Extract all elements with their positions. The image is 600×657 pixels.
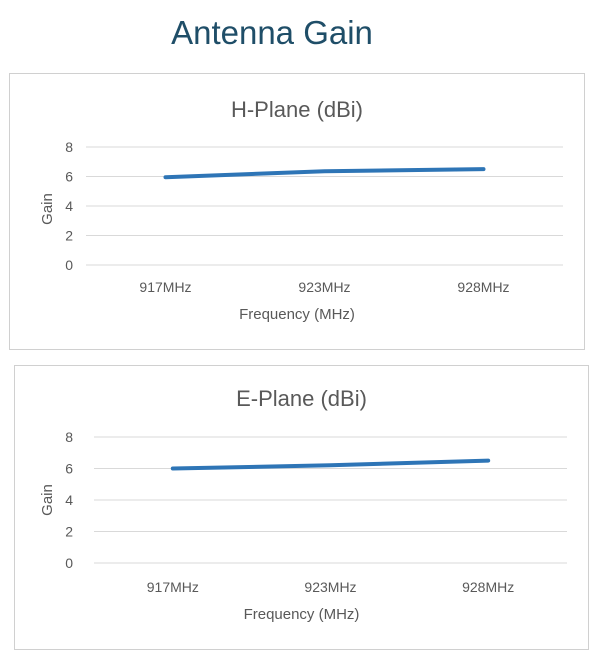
h-plane-y-tick-label: 2: [65, 228, 73, 244]
e-plane-x-tick-label: 917MHz: [147, 579, 199, 595]
h-plane-x-tick-label: 917MHz: [139, 279, 191, 295]
e-plane-chart: E-Plane (dBi) 0 2 4 6 8 917MHz 923MHz 928MHz Freq…: [14, 365, 589, 650]
h-plane-chart-svg: H-Plane (dBi) 0 2 4 6 8 917MHz 923MHz 928MHz Freq…: [39, 97, 563, 323]
h-plane-y-axis-title: Gain: [39, 193, 56, 225]
h-plane-chart: H-Plane (dBi) 0 2 4 6 8 917MHz 923MHz 928MHz Freq…: [9, 73, 585, 350]
e-plane-chart-svg: E-Plane (dBi) 0 2 4 6 8 917MHz 923MHz 928MHz Freq…: [39, 386, 567, 623]
e-plane-x-tick-label: 923MHz: [304, 579, 356, 595]
e-plane-chart-title: E-Plane (dBi): [236, 386, 367, 411]
h-plane-y-tick-label: 6: [65, 169, 73, 185]
page-title: Antenna Gain: [171, 14, 373, 51]
h-plane-y-tick-label: 0: [65, 257, 73, 273]
h-plane-x-axis-title: Frequency (MHz): [239, 306, 355, 323]
e-plane-y-tick-label: 0: [65, 555, 73, 571]
e-plane-x-axis-title: Frequency (MHz): [244, 606, 360, 623]
e-plane-y-tick-label: 2: [65, 524, 73, 540]
e-plane-y-axis-title: Gain: [39, 484, 56, 516]
h-plane-x-tick-label: 928MHz: [457, 279, 509, 295]
h-plane-y-tick-label: 4: [65, 198, 73, 214]
h-plane-chart-title: H-Plane (dBi): [231, 97, 363, 122]
h-plane-y-tick-label: 8: [65, 139, 73, 155]
e-plane-y-tick-label: 8: [65, 429, 73, 445]
e-plane-x-tick-label: 928MHz: [462, 579, 514, 595]
e-plane-series-line-0: [170, 458, 491, 471]
h-plane-x-tick-label: 923MHz: [298, 279, 350, 295]
e-plane-y-tick-label: 4: [65, 492, 73, 508]
h-plane-series-line-0: [163, 167, 486, 180]
e-plane-y-tick-label: 6: [65, 461, 73, 477]
